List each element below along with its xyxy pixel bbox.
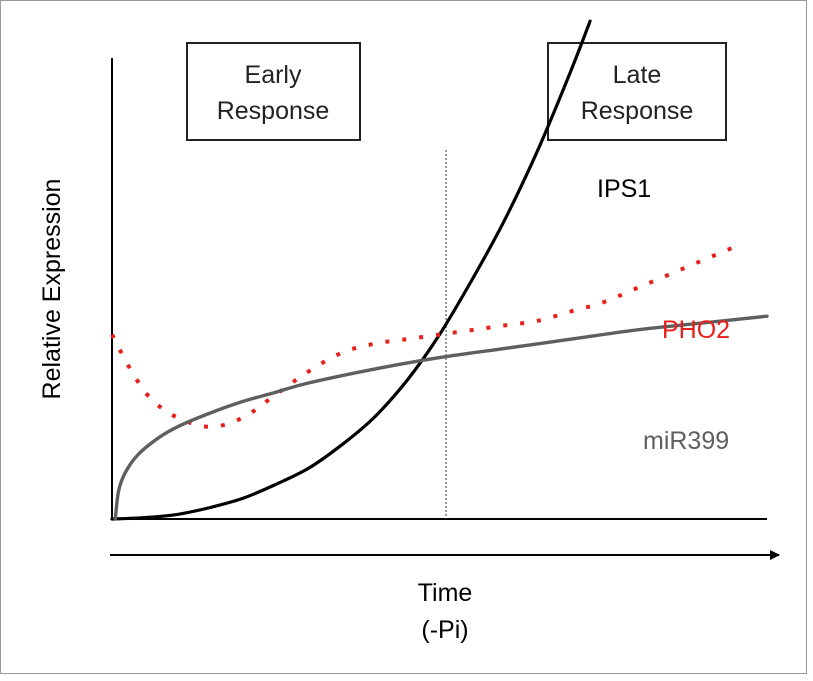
late-response-line2: Response (581, 97, 694, 125)
late-response-box: Late Response (547, 42, 727, 141)
early-response-box: Early Response (186, 42, 361, 141)
series-layer (110, 19, 769, 521)
late-response-line1: Late (613, 61, 662, 89)
x-axis-label-line1: Time (418, 579, 473, 607)
series-label-pho2: PHO2 (662, 316, 730, 344)
series-label-mir399: miR399 (643, 427, 729, 455)
early-response-line2: Response (217, 97, 330, 125)
x-axis-label-line2: (-Pi) (421, 616, 468, 644)
series-line-pho2 (110, 245, 736, 429)
series-label-ips1: IPS1 (597, 175, 651, 203)
series-line-ips1 (110, 19, 592, 521)
y-axis-label: Relative Expression (38, 179, 66, 400)
series-line-mir399 (113, 314, 769, 521)
early-response-line1: Early (245, 61, 302, 89)
